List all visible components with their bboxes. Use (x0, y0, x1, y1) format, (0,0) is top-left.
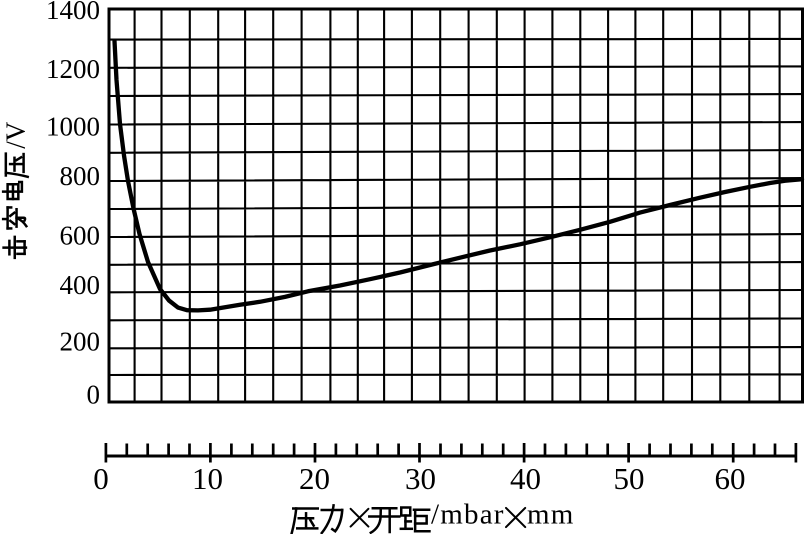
svg-text:200: 200 (60, 326, 101, 356)
svg-text:400: 400 (60, 270, 101, 300)
svg-text:60: 60 (715, 461, 746, 496)
svg-text:/mbar: /mbar (431, 499, 505, 531)
svg-text:600: 600 (60, 220, 101, 250)
svg-text:/V: /V (1, 121, 31, 149)
svg-text:1200: 1200 (46, 54, 100, 84)
svg-text:0: 0 (87, 379, 101, 409)
svg-text:40: 40 (510, 461, 541, 496)
svg-text:50: 50 (614, 461, 645, 496)
svg-text:10: 10 (192, 461, 223, 496)
svg-text:800: 800 (60, 161, 101, 191)
svg-text:mm: mm (527, 499, 575, 531)
svg-text:1400: 1400 (46, 0, 100, 25)
svg-text:1000: 1000 (46, 111, 100, 141)
svg-text:20: 20 (299, 461, 330, 496)
svg-text:30: 30 (405, 461, 436, 496)
svg-text:0: 0 (93, 461, 109, 496)
